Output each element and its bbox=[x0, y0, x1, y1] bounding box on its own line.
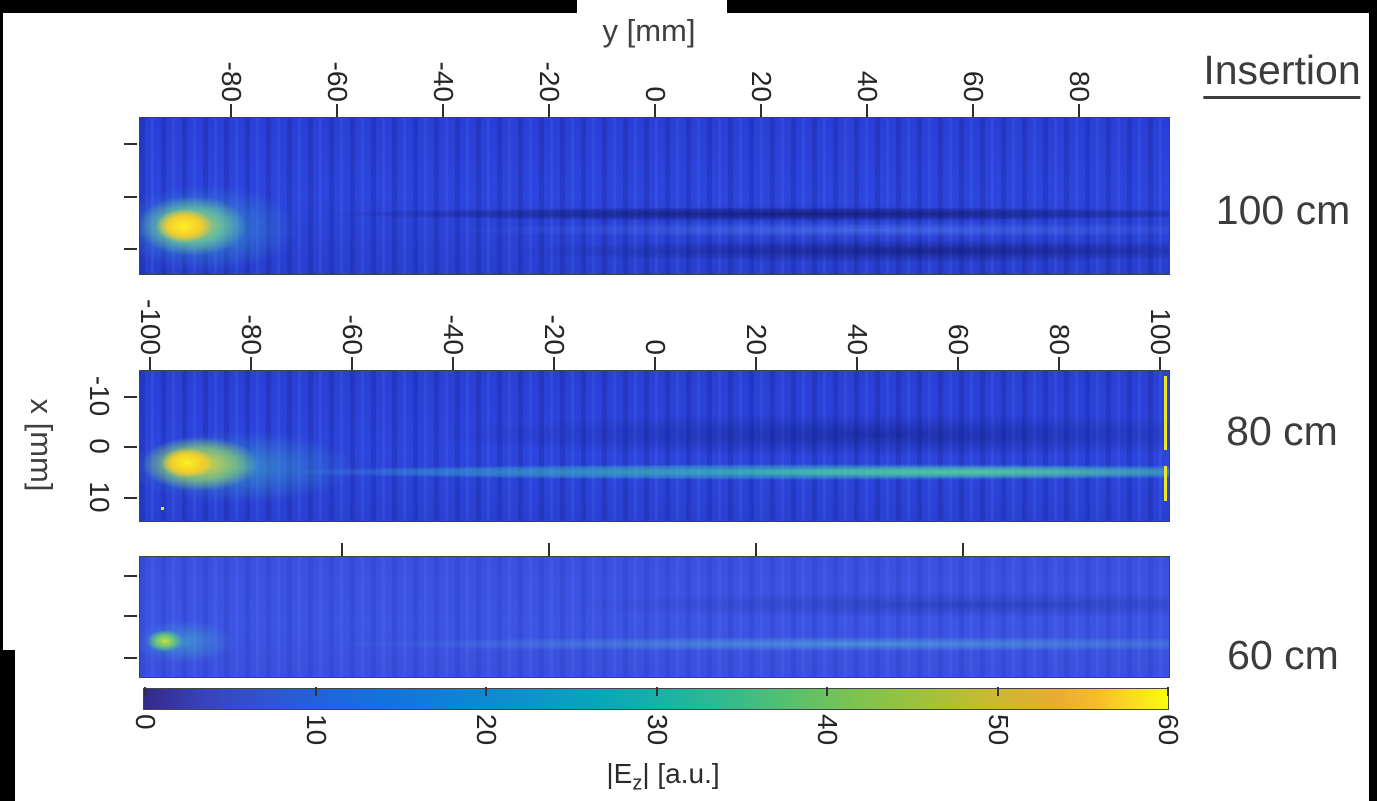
x-tick-label: 80 bbox=[1044, 323, 1075, 355]
colorbar-tick bbox=[826, 687, 828, 696]
x-tick-label: -60 bbox=[337, 314, 368, 355]
tick-mark bbox=[957, 357, 959, 370]
colorbar-label-prefix: |E bbox=[606, 758, 633, 789]
tick-mark bbox=[124, 196, 137, 198]
x-tick-label: 80 bbox=[1064, 70, 1095, 102]
insertion-heading: Insertion bbox=[1203, 50, 1361, 99]
colorbar-tick-label: 50 bbox=[983, 714, 1014, 746]
x-tick-label: -80 bbox=[216, 61, 247, 102]
y-axis-title: x [mm] bbox=[24, 398, 59, 492]
y-tick-label: -10 bbox=[84, 375, 115, 417]
colorbar-tick bbox=[656, 687, 658, 696]
x-tick-label: -40 bbox=[438, 314, 469, 355]
colorbar-tick bbox=[485, 687, 487, 696]
colorbar-tick-label: 60 bbox=[1153, 714, 1184, 746]
tick-mark bbox=[755, 357, 757, 370]
x-tick-label: -100 bbox=[135, 298, 166, 355]
tick-mark bbox=[336, 104, 338, 117]
x-axis-title: y [mm] bbox=[602, 13, 696, 48]
colorbar-tick-label: 20 bbox=[471, 714, 502, 746]
x-tick-label: -20 bbox=[539, 314, 570, 355]
tick-mark bbox=[124, 497, 137, 499]
tick-mark bbox=[230, 104, 232, 117]
tick-mark bbox=[250, 357, 252, 370]
tick-mark bbox=[962, 543, 964, 556]
x-tick-label: 40 bbox=[842, 323, 873, 355]
colorbar-tick-label: 10 bbox=[301, 714, 332, 746]
border-left bbox=[0, 0, 3, 801]
x-tick-label: 0 bbox=[640, 339, 671, 355]
colorbar-tick-label: 40 bbox=[812, 714, 843, 746]
tick-mark bbox=[760, 104, 762, 117]
x-tick-label: 40 bbox=[852, 70, 883, 102]
tick-mark bbox=[548, 543, 550, 556]
tick-mark bbox=[124, 248, 137, 250]
y-tick-label: 10 bbox=[84, 481, 115, 513]
tick-mark bbox=[351, 357, 353, 370]
border-top-right bbox=[727, 0, 1377, 13]
tick-mark bbox=[654, 104, 656, 117]
tick-mark bbox=[1159, 357, 1161, 370]
x-tick-label: 60 bbox=[943, 323, 974, 355]
tick-mark bbox=[452, 357, 454, 370]
x-tick-label: -20 bbox=[534, 61, 565, 102]
colorbar-tick bbox=[144, 687, 146, 696]
border-bottom-left bbox=[0, 650, 15, 801]
heatmap-panel-100cm bbox=[139, 117, 1170, 275]
tick-mark bbox=[442, 104, 444, 117]
colorbar-tick-label: 30 bbox=[642, 714, 673, 746]
tick-mark bbox=[1058, 357, 1060, 370]
colorbar-label-subscript: z bbox=[632, 772, 643, 795]
tick-mark bbox=[124, 446, 137, 448]
tick-mark bbox=[1078, 104, 1080, 117]
x-tick-label: -80 bbox=[236, 314, 267, 355]
insertion-label-80cm: 80 cm bbox=[1226, 408, 1338, 454]
colorbar-tick bbox=[315, 687, 317, 696]
tick-mark bbox=[856, 357, 858, 370]
y-tick-label: 0 bbox=[84, 438, 115, 454]
x-tick-label: 60 bbox=[958, 70, 989, 102]
x-tick-label: 20 bbox=[746, 70, 777, 102]
heatmap-panel-60cm bbox=[139, 556, 1170, 678]
tick-mark bbox=[124, 575, 137, 577]
insertion-label-100cm: 100 cm bbox=[1215, 187, 1351, 233]
border-top-left bbox=[0, 0, 577, 13]
x-tick-label: 20 bbox=[741, 323, 772, 355]
colorbar-tick bbox=[1167, 687, 1169, 696]
tick-mark bbox=[755, 543, 757, 556]
colorbar-label-suffix: | [a.u.] bbox=[642, 758, 720, 789]
tick-mark bbox=[866, 104, 868, 117]
x-tick-label: -60 bbox=[322, 61, 353, 102]
insertion-label-60cm: 60 cm bbox=[1227, 632, 1339, 678]
tick-mark bbox=[149, 357, 151, 370]
tick-mark bbox=[124, 657, 137, 659]
tick-mark bbox=[654, 357, 656, 370]
tick-mark bbox=[341, 543, 343, 556]
saturated-dot bbox=[161, 507, 164, 510]
colorbar-tick bbox=[997, 687, 999, 696]
tick-mark bbox=[124, 143, 137, 145]
tick-mark bbox=[553, 357, 555, 370]
saturated-edge-mark bbox=[1164, 466, 1167, 501]
colorbar-unit-label: |Ez| [a.u.] bbox=[606, 758, 719, 796]
x-tick-label: 100 bbox=[1145, 308, 1176, 355]
tick-mark bbox=[548, 104, 550, 117]
tick-mark bbox=[124, 396, 137, 398]
colorbar-tick-label: 0 bbox=[130, 714, 161, 730]
heatmap-panel-80cm bbox=[139, 370, 1170, 522]
tick-mark bbox=[124, 615, 137, 617]
saturated-edge-mark bbox=[1164, 376, 1167, 450]
x-tick-label: -40 bbox=[428, 61, 459, 102]
tick-mark bbox=[972, 104, 974, 117]
border-right bbox=[1369, 0, 1377, 801]
x-tick-label: 0 bbox=[640, 86, 671, 102]
